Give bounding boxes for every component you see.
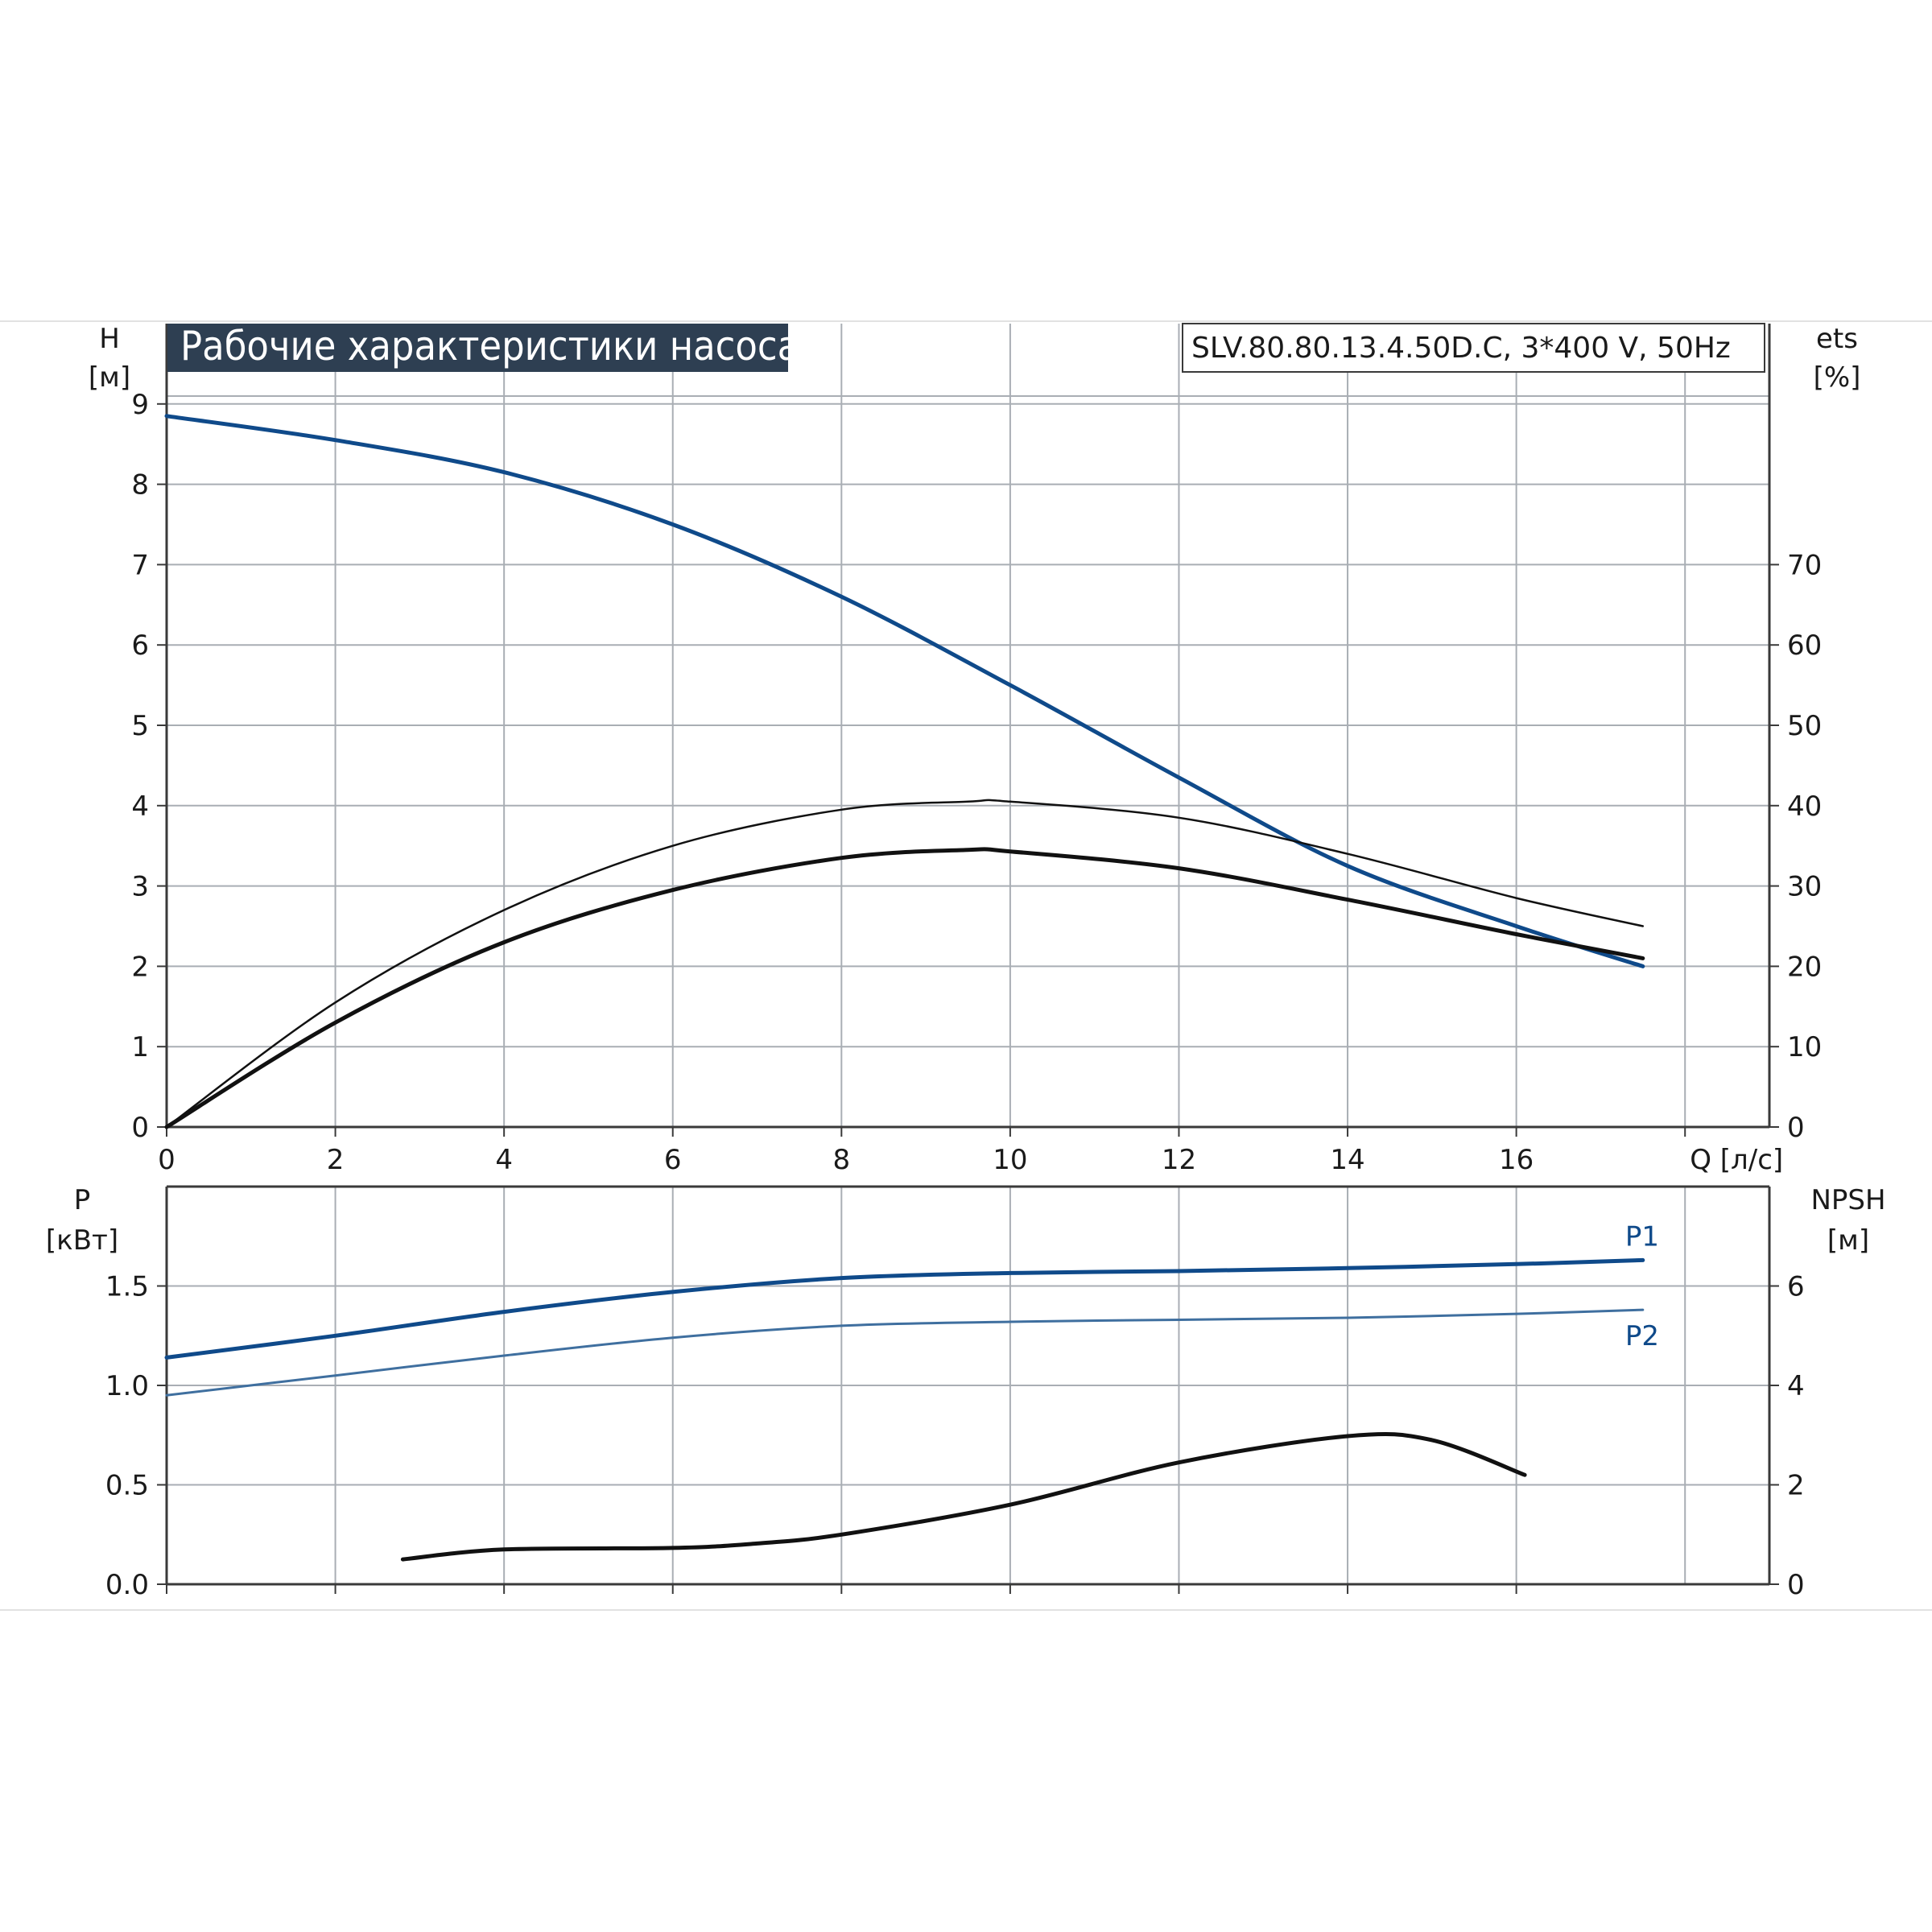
series-label-p1: P1 (1625, 1220, 1659, 1253)
y-right-axis-label: NPSH (1810, 1184, 1885, 1216)
y-left-tick-label: 1.0 (105, 1370, 149, 1402)
y-right-tick-label: 20 (1787, 951, 1822, 983)
y-left-tick-label: 3 (131, 871, 149, 903)
x-tick-label: 2 (327, 1144, 345, 1176)
y-left-tick-label: 9 (131, 389, 149, 421)
x-tick-label: 10 (993, 1144, 1027, 1176)
curve-p1 (164, 1257, 1645, 1360)
curve-g-top-2 (164, 847, 1645, 1129)
y-left-axis-label: [м] (89, 361, 130, 394)
y-right-axis-label: ets (1816, 323, 1858, 355)
x-axis-label: Q [л/с] (1690, 1144, 1783, 1176)
y-left-tick-label: 0.5 (105, 1470, 149, 1502)
y-left-tick-label: 0 (131, 1112, 149, 1144)
y-right-tick-label: 2 (1787, 1470, 1805, 1502)
x-tick-label: 4 (495, 1144, 513, 1176)
curve-g-top-0 (164, 414, 1645, 968)
y-left-axis-label: H (99, 323, 120, 355)
x-tick-label: 0 (158, 1144, 175, 1176)
curve-g-top-1 (165, 799, 1645, 1129)
y-right-tick-label: 70 (1787, 549, 1822, 581)
y-left-tick-label: 4 (131, 791, 149, 823)
y-right-tick-label: 30 (1787, 871, 1822, 903)
title-box (167, 324, 788, 372)
x-tick-label: 14 (1330, 1144, 1364, 1176)
y-left-tick-label: 5 (131, 710, 149, 742)
x-tick-label: 8 (832, 1144, 850, 1176)
curve-p2 (165, 1308, 1645, 1397)
y-left-tick-label: 0.0 (105, 1569, 149, 1601)
y-left-tick-label: 8 (131, 469, 149, 502)
y-left-tick-label: 2 (131, 951, 149, 983)
curve-g-bottom-2 (400, 1431, 1527, 1562)
model-box (1182, 323, 1765, 373)
y-right-tick-label: 0 (1787, 1569, 1805, 1601)
y-left-tick-label: 1 (131, 1031, 149, 1063)
power-npsh-plot: 0.0 0.5 1.0 1.5 0 2 4 6 P [кВт] NPSH [м] P1 P2 (46, 1184, 1886, 1601)
y-right-tick-label: 50 (1787, 710, 1822, 742)
y-left-axis-label: [кВт] (46, 1224, 118, 1257)
chart-title: Рабочие характеристики насоса (180, 323, 799, 369)
y-right-tick-label: 10 (1787, 1031, 1822, 1063)
y-left-axis-label: P (74, 1184, 91, 1216)
model-label: SLV.80.80.13.4.50D.C, 3*400 V, 50Hz (1191, 332, 1731, 365)
y-left-tick-label: 7 (131, 549, 149, 581)
y-right-axis-label: [м] (1827, 1224, 1869, 1257)
x-tick-label: 16 (1499, 1144, 1534, 1176)
y-right-tick-label: 40 (1787, 791, 1822, 823)
y-right-tick-label: 60 (1787, 630, 1822, 662)
x-tick-label: 6 (664, 1144, 682, 1176)
y-right-tick-label: 6 (1787, 1271, 1805, 1303)
series-label-p2: P2 (1625, 1320, 1659, 1352)
y-right-tick-label: 4 (1787, 1370, 1805, 1402)
y-right-axis-label: [%] (1814, 361, 1861, 394)
x-tick-label: 12 (1162, 1144, 1196, 1176)
y-right-tick-label: 0 (1787, 1112, 1805, 1144)
y-left-tick-label: 6 (131, 630, 149, 662)
y-left-tick-label: 1.5 (105, 1271, 149, 1303)
